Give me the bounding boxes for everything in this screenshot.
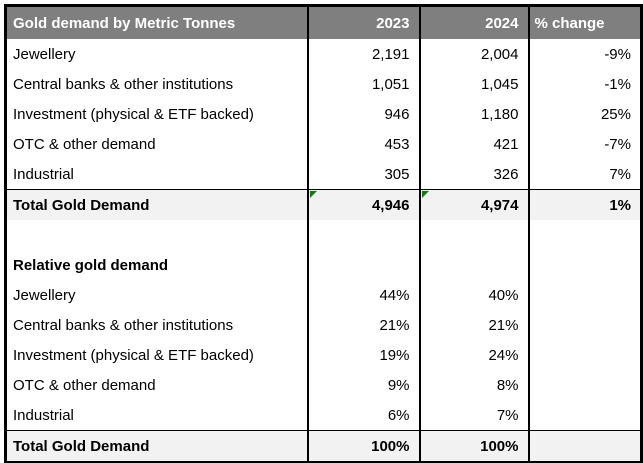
table-row: Central banks & other institutions 21% 2… [6, 310, 642, 340]
cell-change[interactable]: 7% [527, 159, 642, 190]
tonnage-total-row: Total Gold Demand 4,946 4,974 1% [5, 189, 642, 220]
cell-2024[interactable]: 1,045 [418, 69, 529, 99]
empty-cell[interactable] [306, 220, 420, 250]
cell-2023[interactable]: 6% [306, 400, 420, 431]
cell-2024[interactable]: 8% [418, 370, 529, 400]
error-flag-icon [421, 191, 429, 198]
table-row: Central banks & other institutions 1,051… [6, 69, 642, 99]
cell-change[interactable]: -1% [527, 69, 642, 99]
header-metric-tonnes[interactable]: Gold demand by Metric Tonnes [5, 5, 308, 39]
empty-cell[interactable] [527, 400, 642, 431]
cell-2023[interactable]: 9% [306, 370, 420, 400]
cell-2024[interactable]: 40% [418, 280, 529, 310]
empty-cell[interactable] [527, 340, 642, 370]
cell-label[interactable]: Jewellery [13, 286, 76, 304]
header-2024[interactable]: 2024 [418, 5, 529, 39]
table-row: Jewellery 44% 40% [6, 280, 642, 310]
cell-2023[interactable]: 44% [306, 280, 420, 310]
cell-label[interactable]: OTC & other demand [13, 135, 156, 153]
cell-2024[interactable]: 21% [418, 310, 529, 340]
empty-cell[interactable] [527, 430, 642, 463]
cell-2024[interactable]: 7% [418, 400, 529, 431]
cell-total-2023[interactable]: 4,946 [306, 189, 420, 220]
cell-2023[interactable]: 453 [306, 129, 420, 159]
cell-total-change[interactable]: 1% [527, 189, 642, 220]
cell-label[interactable]: Investment (physical & ETF backed) [13, 105, 254, 123]
cell-label[interactable]: Central banks & other institutions [13, 316, 234, 334]
header-2023[interactable]: 2023 [306, 5, 420, 39]
cell-label[interactable]: Central banks & other institutions [13, 75, 234, 93]
error-flag-icon [309, 191, 317, 198]
relative-total-row: Total Gold Demand 100% 100% [5, 430, 642, 463]
gold-demand-table: Gold demand by Metric Tonnes 2023 2024 %… [4, 4, 643, 463]
empty-cell[interactable] [527, 220, 642, 250]
empty-cell[interactable] [527, 370, 642, 400]
cell-total-2024[interactable]: 4,974 [418, 189, 529, 220]
cell-2023[interactable]: 19% [306, 340, 420, 370]
cell-label[interactable]: Jewellery [13, 45, 76, 63]
cell-change[interactable]: -7% [527, 129, 642, 159]
empty-cell[interactable] [6, 220, 308, 250]
cell-2023[interactable]: 305 [306, 159, 420, 190]
cell-2024[interactable]: 421 [418, 129, 529, 159]
table-row: OTC & other demand 9% 8% [6, 370, 642, 400]
header-percent-change[interactable]: % change [527, 5, 642, 39]
section-title-row: Relative gold demand [6, 250, 642, 280]
cell-2023[interactable]: 1,051 [306, 69, 420, 99]
table-row: OTC & other demand 453 421 -7% [6, 129, 642, 159]
cell-label[interactable]: Industrial [13, 406, 74, 424]
cell-change[interactable]: -9% [527, 39, 642, 69]
cell-2024[interactable]: 1,180 [418, 99, 529, 129]
table-row: Industrial 6% 7% [6, 400, 642, 431]
cell-label[interactable]: Investment (physical & ETF backed) [13, 346, 254, 364]
cell-total-label[interactable]: Total Gold Demand [5, 430, 308, 463]
table-row: Industrial 305 326 7% [6, 159, 642, 190]
table-header-row: Gold demand by Metric Tonnes 2023 2024 %… [5, 5, 642, 39]
cell-total-2024[interactable]: 100% [418, 430, 529, 463]
cell-change[interactable]: 25% [527, 99, 642, 129]
empty-cell[interactable] [306, 250, 420, 280]
cell-2023[interactable]: 21% [306, 310, 420, 340]
section-title-relative-gold-demand[interactable]: Relative gold demand [13, 256, 169, 274]
cell-total-2023[interactable]: 100% [306, 430, 420, 463]
table-row: Investment (physical & ETF backed) 946 1… [6, 99, 642, 129]
empty-row [6, 220, 642, 250]
cell-2024[interactable]: 24% [418, 340, 529, 370]
cell-2024[interactable]: 326 [418, 159, 529, 190]
cell-total-label[interactable]: Total Gold Demand [5, 189, 308, 220]
cell-2024[interactable]: 2,004 [418, 39, 529, 69]
cell-2023[interactable]: 946 [306, 99, 420, 129]
empty-cell[interactable] [527, 250, 642, 280]
total-2023-value: 4,946 [371, 196, 410, 214]
empty-cell[interactable] [418, 250, 529, 280]
table-row: Investment (physical & ETF backed) 19% 2… [6, 340, 642, 370]
empty-cell[interactable] [418, 220, 529, 250]
cell-label[interactable]: Industrial [13, 165, 74, 183]
empty-cell[interactable] [527, 310, 642, 340]
table-row: Jewellery 2,191 2,004 -9% [6, 39, 642, 69]
empty-cell[interactable] [527, 280, 642, 310]
cell-label[interactable]: OTC & other demand [13, 376, 156, 394]
total-2024-value: 4,974 [480, 196, 519, 214]
cell-2023[interactable]: 2,191 [306, 39, 420, 69]
